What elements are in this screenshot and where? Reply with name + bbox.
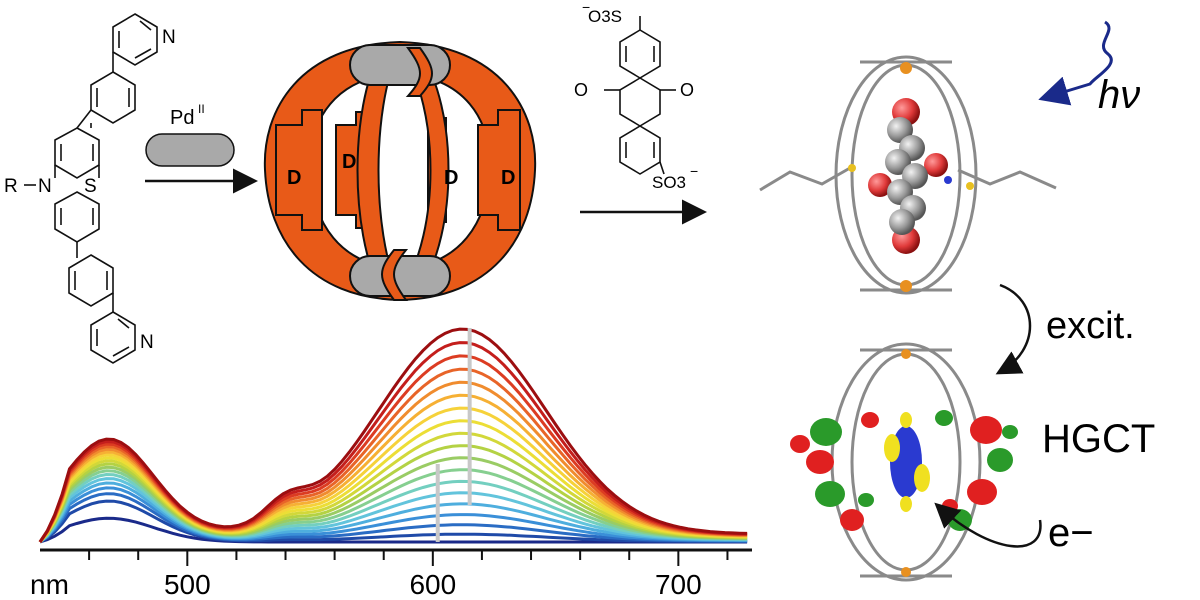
guest-charge-top: − <box>582 0 590 15</box>
x-axis-ticks: 500 600 700 <box>88 550 729 600</box>
x-tick-label-600: 600 <box>409 569 456 600</box>
pyridine-n-bottom: N <box>140 332 154 353</box>
donor-label-4: D <box>501 167 515 189</box>
x-tick-label-500: 500 <box>164 569 211 600</box>
pd-oxidation-state: II <box>198 102 205 116</box>
spectrum-curve-3 <box>39 492 748 544</box>
absorption-spectrum: 500 600 700 nm <box>30 327 752 600</box>
spectrum-curve-8 <box>38 468 748 544</box>
donor-label-1: D <box>287 167 301 189</box>
spectrum-curve-2 <box>39 499 748 544</box>
guest-structure <box>604 16 676 175</box>
donor-label-3: D <box>444 167 458 189</box>
spectrum-curve-6 <box>39 477 748 544</box>
cage-pd-top <box>349 44 451 86</box>
cage-cartoon <box>263 40 537 302</box>
spectrum-curve-5 <box>39 481 748 544</box>
spectrum-curves <box>38 327 748 544</box>
electron-label: e− <box>1048 511 1094 555</box>
guest-carbonyl-o-left: O <box>574 80 588 100</box>
palladium-reagent: Pd II <box>145 102 235 167</box>
pd-capsule-icon <box>145 133 235 167</box>
arrow-excitation <box>995 283 1032 375</box>
hgct-label: HGCT <box>1042 417 1155 461</box>
ligand-n-atom: N <box>38 176 52 197</box>
x-tick-label-700: 700 <box>655 569 702 600</box>
spectrum-curve-4 <box>39 486 748 544</box>
r-group-label: R <box>4 176 18 197</box>
spectrum-curve-7 <box>38 472 748 544</box>
guest-carbonyl-o-right: O <box>680 80 694 100</box>
pyridine-n-top: N <box>162 27 176 48</box>
excit-label: excit. <box>1046 305 1135 347</box>
guest-sulfonate-top: O3S <box>588 7 622 26</box>
hv-label: hν <box>1098 73 1140 117</box>
x-axis-unit-label: nm <box>30 569 69 600</box>
light-wave-icon <box>1038 20 1113 106</box>
hgct-orbital-structure <box>790 342 1018 582</box>
ligand-structure <box>24 13 158 364</box>
donor-label-2: D <box>342 151 356 173</box>
host-guest-structure <box>759 55 1057 295</box>
ligand-s-atom: S <box>84 176 97 197</box>
pd-label: Pd <box>170 107 194 129</box>
guest-sulfonate-bottom: SO3 <box>652 173 686 192</box>
spectrum-curve-19 <box>38 327 748 543</box>
guest-charge-bottom: − <box>690 163 698 179</box>
electron-transfer-arrow <box>934 502 1042 548</box>
